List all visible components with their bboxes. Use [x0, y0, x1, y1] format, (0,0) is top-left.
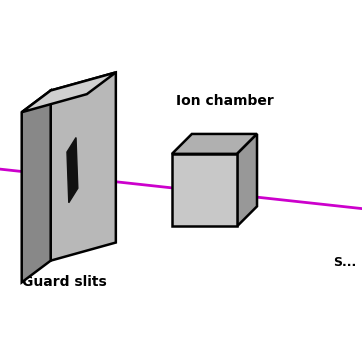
- Polygon shape: [51, 72, 116, 261]
- Text: Ion chamber: Ion chamber: [176, 94, 273, 108]
- Polygon shape: [22, 72, 116, 112]
- Text: Guard slits: Guard slits: [22, 275, 106, 289]
- Polygon shape: [67, 138, 78, 203]
- Polygon shape: [172, 154, 237, 226]
- Polygon shape: [172, 134, 257, 154]
- Text: S...: S...: [333, 256, 357, 269]
- Polygon shape: [22, 90, 51, 282]
- Polygon shape: [237, 134, 257, 226]
